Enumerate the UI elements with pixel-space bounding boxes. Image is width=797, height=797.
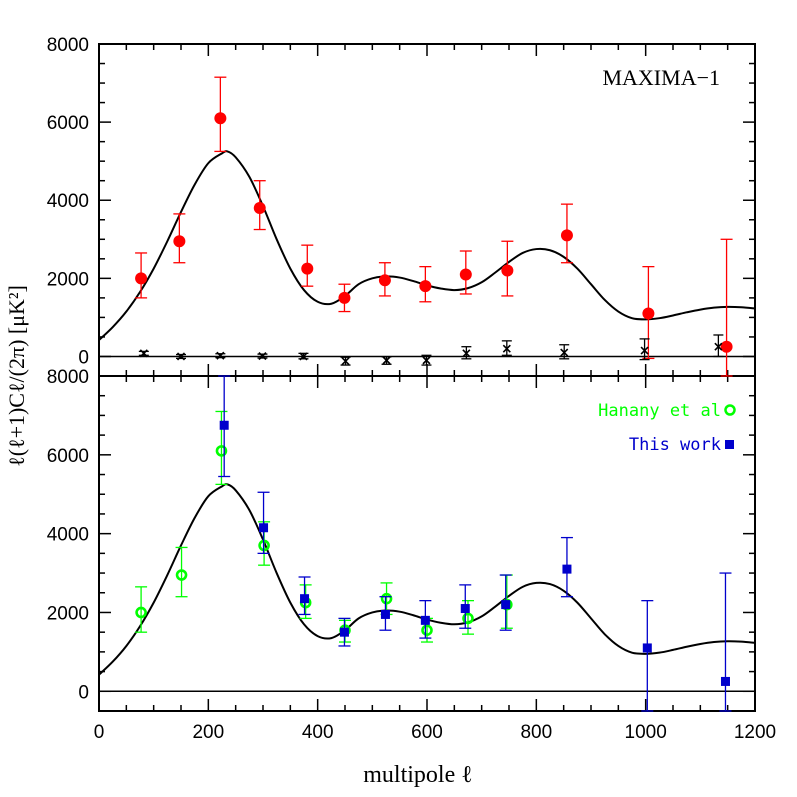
data-point <box>460 604 470 614</box>
x-tick-label: 800 <box>520 722 552 743</box>
data-point <box>419 280 432 293</box>
top-model-curve <box>98 150 756 341</box>
data-point <box>214 112 227 125</box>
data-point <box>640 346 649 355</box>
legend: Hanany et al This work <box>598 401 736 455</box>
data-point <box>459 268 472 281</box>
data-point <box>139 349 148 358</box>
data-point <box>420 615 430 625</box>
data-point <box>502 344 511 353</box>
data-point <box>378 274 391 287</box>
data-point <box>560 348 569 357</box>
data-point <box>259 523 269 533</box>
data-point <box>501 600 511 610</box>
data-point <box>501 264 514 277</box>
data-point <box>382 356 391 365</box>
data-point <box>720 340 733 353</box>
data-point <box>380 609 390 619</box>
data-point <box>462 349 471 358</box>
data-point <box>219 420 229 430</box>
x-tick-label: 1000 <box>625 722 667 743</box>
y-tick-label: 0 <box>78 347 89 368</box>
data-point <box>560 229 573 242</box>
bottom-y-tick-labels: 0 2000 4000 6000 8000 <box>47 367 89 703</box>
data-point <box>341 357 350 366</box>
top-panel-ticks <box>98 43 756 377</box>
bottom-model-curve <box>98 483 756 676</box>
bottom-panel-frame <box>98 375 756 712</box>
y-tick-label: 0 <box>78 682 89 703</box>
x-tick-label: 1200 <box>734 722 776 743</box>
legend-label-this-work: This work <box>629 435 721 455</box>
legend-label-hanany: Hanany et al <box>598 401 721 421</box>
x-tick-label: 0 <box>94 722 105 743</box>
data-point <box>642 307 655 320</box>
data-point <box>175 569 188 581</box>
data-point <box>300 594 310 604</box>
y-tick-label: 6000 <box>47 113 89 134</box>
data-point <box>642 643 652 653</box>
data-point <box>301 262 314 275</box>
legend-marker-hanany <box>724 404 736 416</box>
top-panel-frame <box>98 43 756 377</box>
y-tick-label: 4000 <box>47 525 89 546</box>
data-point <box>258 352 267 361</box>
x-axis-label: multipole ℓ <box>363 762 473 788</box>
data-point <box>299 352 308 361</box>
top-panel-data-marks <box>135 76 733 377</box>
data-point <box>422 356 431 365</box>
data-point <box>176 352 186 361</box>
y-axis-label: ℓ(ℓ+1)Cℓ/(2π) [μK²] <box>4 285 29 467</box>
data-point <box>714 342 723 351</box>
data-point <box>253 202 266 215</box>
data-point <box>421 624 433 637</box>
data-point <box>135 606 147 619</box>
data-point <box>720 676 730 686</box>
y-tick-label: 8000 <box>47 35 89 56</box>
data-point <box>215 445 228 457</box>
y-tick-label: 2000 <box>47 603 89 624</box>
data-point <box>462 612 474 625</box>
y-tick-label: 8000 <box>47 367 89 388</box>
x-tick-label: 200 <box>192 722 224 743</box>
top-y-tick-labels: 0 2000 4000 6000 8000 <box>47 35 89 368</box>
data-point <box>380 592 393 605</box>
y-tick-label: 4000 <box>47 191 89 212</box>
bottom-panel-ticks <box>98 375 756 712</box>
data-point <box>562 564 572 574</box>
legend-marker-this-work <box>725 440 734 449</box>
y-tick-label: 2000 <box>47 269 89 290</box>
x-tick-label: 600 <box>411 722 443 743</box>
data-point <box>173 235 186 248</box>
y-tick-label: 6000 <box>47 446 89 467</box>
x-tick-labels: 0 200 400 600 800 1000 1200 <box>94 722 776 743</box>
bottom-panel-data-marks <box>135 375 732 712</box>
data-point <box>339 627 349 637</box>
data-point <box>338 291 351 304</box>
x-tick-label: 400 <box>302 722 334 743</box>
top-panel-title: MAXIMA−1 <box>602 65 720 90</box>
data-point <box>216 351 225 360</box>
data-point <box>135 272 148 285</box>
